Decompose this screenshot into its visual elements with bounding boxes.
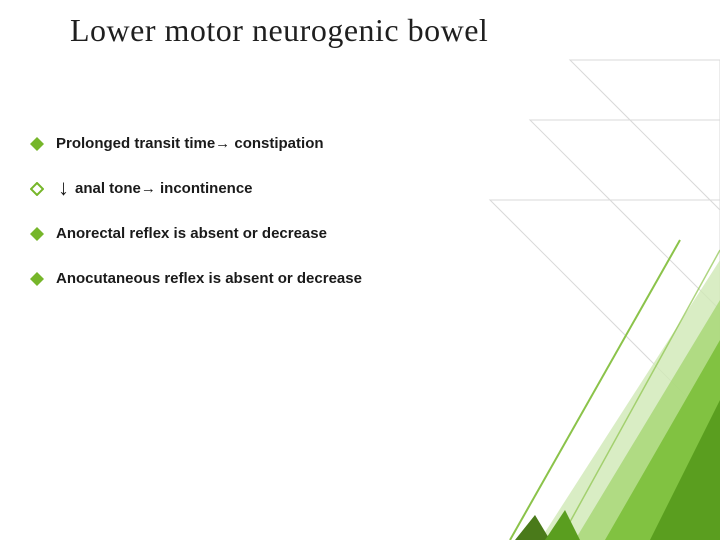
diamond-bullet-icon [30, 272, 44, 286]
bullet-item: ↓ anal tone→ incontinence [30, 180, 520, 197]
down-arrow-icon: ↓ [58, 181, 69, 195]
bullet-text: anal tone→ incontinence [75, 180, 253, 197]
slide-title: Lower motor neurogenic bowel [70, 12, 488, 49]
bullet-text: Anorectal reflex is absent or decrease [56, 225, 327, 242]
content-area: Prolonged transit time→ constipation ↓ a… [30, 135, 520, 315]
bullet-item: Anocutaneous reflex is absent or decreas… [30, 270, 520, 287]
slide: Lower motor neurogenic bowel Prolonged t… [0, 0, 720, 540]
bullet-text: Anocutaneous reflex is absent or decreas… [56, 270, 362, 287]
diamond-bullet-icon [30, 137, 44, 151]
diamond-bullet-icon [30, 227, 44, 241]
bullet-item: Anorectal reflex is absent or decrease [30, 225, 520, 242]
bullet-text: Prolonged transit time→ constipation [56, 135, 324, 152]
diamond-bullet-outline-icon [30, 182, 44, 196]
bullet-item: Prolonged transit time→ constipation [30, 135, 520, 152]
